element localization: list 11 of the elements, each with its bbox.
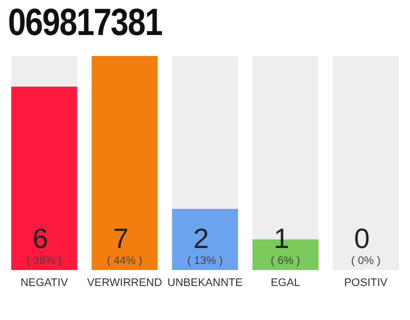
x-tick-label: NEGATIV — [20, 276, 69, 289]
x-tick-label: VERWIRREND — [87, 276, 162, 289]
data-label: 2 ( 13% ) — [187, 223, 223, 267]
data-label: 1 ( 6% ) — [270, 223, 300, 267]
x-tick-label: EGAL — [270, 276, 300, 289]
data-label: 0 ( 0% ) — [351, 223, 381, 267]
x-tick-label: POSITIV — [344, 276, 388, 289]
data-label: 7 ( 44% ) — [106, 223, 142, 267]
chart-title: 069817381 — [8, 2, 164, 44]
data-label: 6 ( 38% ) — [26, 223, 62, 267]
x-tick-label: UNBEKANNTE — [167, 276, 243, 289]
